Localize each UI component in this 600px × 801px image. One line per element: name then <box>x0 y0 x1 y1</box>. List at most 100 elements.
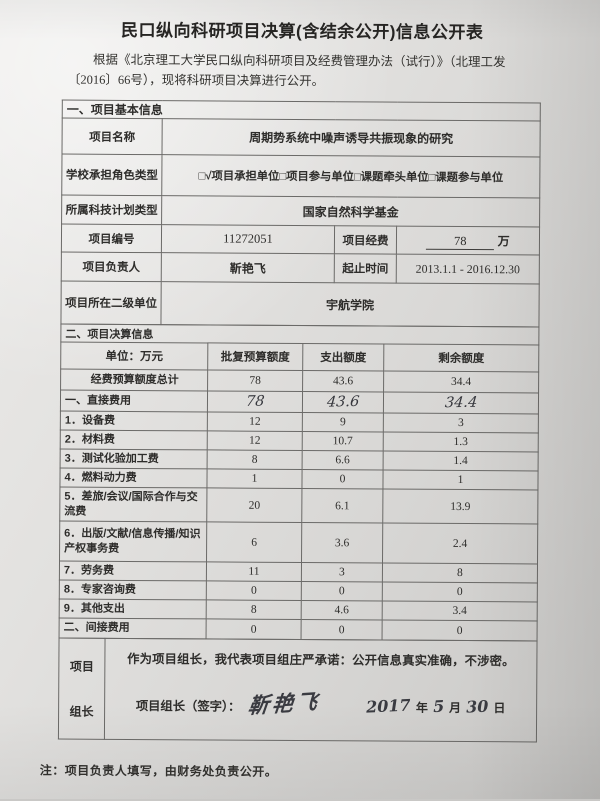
pledge-table: 项目 组长 作为项目组长，我代表项目组庄严承诺：公开信息真实准确，不涉密。 项目… <box>58 638 538 743</box>
handwritten-value: 43.6 <box>326 393 360 411</box>
pledge-row: 项目 组长 作为项目组长，我代表项目组庄严承诺：公开信息真实准确，不涉密。 项目… <box>58 638 538 742</box>
unit-row: 项目所在二级单位 宇航学院 <box>60 281 540 327</box>
project-number-row: 项目编号 11272051 项目经费 78 万 <box>61 224 540 255</box>
plan-type-label: 所属科技计划类型 <box>61 195 162 225</box>
date-day-unit: 日 <box>493 701 506 716</box>
basic-info-section-title: 一、项目基本信息 <box>62 100 541 121</box>
signature-label: 项目组长（签字）： <box>135 699 241 714</box>
handwritten-value: 78 <box>245 393 265 410</box>
row-approved: 1 <box>206 468 303 489</box>
row-label: 9．其他支出 <box>59 599 207 619</box>
row-remaining: 0 <box>382 582 538 602</box>
funds-cell: 78 万 <box>396 226 540 255</box>
row-label: 经费预算额度总计 <box>60 369 208 391</box>
row-spent: 6.1 <box>301 488 383 524</box>
plan-type-value: 国家自然科学基金 <box>161 195 540 227</box>
row-spent: 6.6 <box>302 450 384 471</box>
row-remaining: 3 <box>383 413 539 433</box>
row-spent: 0 <box>301 469 384 490</box>
row-label: 8．专家咨询费 <box>59 580 207 600</box>
row-approved: 11 <box>206 561 302 582</box>
row-remaining: 1.3 <box>383 432 539 452</box>
row-spent: 3.6 <box>301 522 383 564</box>
row-approved: 8 <box>207 449 303 470</box>
row-label: 2．材料费 <box>60 430 208 450</box>
row-remaining: 0 <box>382 620 538 641</box>
date-month: 5 <box>432 696 445 717</box>
project-name-row: 项目名称 周期势系统中噪声诱导共振现象的研究 <box>61 118 541 157</box>
row-approved: 12 <box>207 411 303 432</box>
row-remaining: 3.4 <box>382 601 538 621</box>
handwritten-signature: 靳艳飞 <box>247 688 322 719</box>
row-spent: 0 <box>301 581 383 602</box>
pledge-left-cell: 项目 组长 <box>58 638 106 740</box>
signature-line: 项目组长（签字）： 靳艳飞 2017 年 5 月 30 日 <box>108 687 533 720</box>
row-label: 一、直接费用 <box>60 390 208 412</box>
pledge-right-cell: 作为项目组长，我代表项目组庄严承诺：公开信息真实准确，不涉密。 项目组长（签字）… <box>104 638 538 742</box>
row-approved: 20 <box>206 487 302 523</box>
funds-label: 项目经费 <box>334 225 397 255</box>
budget-col-spent: 支出额度 <box>302 343 384 372</box>
pledge-left-top: 项目 <box>69 659 94 674</box>
intro-paragraph: 根据《北京理工大学民口纵向科研项目及经费管理办法（试行）》（北理工发〔2016〕… <box>67 52 506 89</box>
date-year: 2017 <box>365 695 412 717</box>
leader-row: 项目负责人 靳艳飞 起止时间 2013.1.1 - 2016.12.30 <box>61 252 540 284</box>
funds-unit: 万 <box>497 233 510 248</box>
budget-header-row: 单位：万元 批复预算额度 支出额度 剩余额度 <box>60 342 539 372</box>
role-type-options: □√项目承担单位□项目参与单位□课题牵头单位□课题参与单位 <box>161 154 541 198</box>
table-row: 经费预算额度总计 78 43.6 34.4 <box>60 369 539 393</box>
row-remaining: 8 <box>382 563 538 583</box>
budget-col-remaining: 剩余额度 <box>383 344 539 372</box>
project-number-label: 项目编号 <box>61 224 162 253</box>
basic-info-table: 一、项目基本信息 项目名称 周期势系统中噪声诱导共振现象的研究 学校承担角色类型… <box>60 100 541 328</box>
row-approved: 6 <box>206 521 302 563</box>
handwritten-date: 2017 年 5 月 30 日 <box>364 695 506 717</box>
row-approved: 8 <box>206 599 302 620</box>
budget-col-approved: 批复预算额度 <box>207 342 303 371</box>
unit-value: 宇航学院 <box>160 281 540 327</box>
row-label: 4．燃料动力费 <box>59 468 208 488</box>
row-remaining: 1.4 <box>383 451 539 471</box>
date-month-unit: 月 <box>449 700 462 715</box>
budget-table: 二、项目决算信息 单位：万元 批复预算额度 支出额度 剩余额度 经费预算额度总计… <box>59 324 540 642</box>
row-remaining: 13.9 <box>382 489 538 524</box>
date-day: 30 <box>465 696 489 717</box>
row-approved: 12 <box>207 430 303 451</box>
date-year-unit: 年 <box>415 700 428 715</box>
role-type-label: 学校承担角色类型 <box>61 154 162 196</box>
row-label: 1．设备费 <box>60 411 208 431</box>
funds-value: 78 <box>426 233 495 250</box>
project-number-value: 11272051 <box>161 224 335 254</box>
row-approved: 0 <box>206 580 302 601</box>
leader-label: 项目负责人 <box>61 252 162 282</box>
page-title: 民口纵向科研项目决算(含结余公开)信息公开表 <box>121 20 484 43</box>
row-remaining: 2.4 <box>382 523 538 564</box>
row-label: 二、间接费用 <box>59 618 207 639</box>
footer-note: 注：项目负责人填写，由财务处负责公开。 <box>39 763 278 779</box>
row-label: 7．劳务费 <box>59 561 207 581</box>
row-spent: 10.7 <box>302 431 384 452</box>
row-approved: 0 <box>206 618 302 640</box>
role-type-row: 学校承担角色类型 □√项目承担单位□项目参与单位□课题牵头单位□课题参与单位 <box>61 154 541 198</box>
period-value: 2013.1.1 - 2016.12.30 <box>396 254 540 284</box>
handwritten-value: 34.4 <box>444 394 478 412</box>
row-remaining: 1 <box>382 470 539 490</box>
project-name-label: 项目名称 <box>61 118 163 155</box>
pledge-left-bottom: 组长 <box>69 704 94 719</box>
project-name-value: 周期势系统中噪声诱导共振现象的研究 <box>161 118 541 157</box>
table-row: 6．出版/文献/信息传播/知识产权事务费 6 3.6 2.4 <box>59 521 538 564</box>
row-remaining: 34.4 <box>383 371 539 393</box>
row-label: 3．测试化验加工费 <box>60 449 208 469</box>
row-label: 6．出版/文献/信息传播/知识产权事务费 <box>59 521 207 562</box>
row-spent: 0 <box>301 619 383 641</box>
plan-type-row: 所属科技计划类型 国家自然科学基金 <box>61 195 540 227</box>
row-spent: 3 <box>301 562 383 583</box>
unit-label: 项目所在二级单位 <box>60 281 162 325</box>
budget-col-unit: 单位：万元 <box>60 342 208 370</box>
leader-value: 靳艳飞 <box>161 252 335 283</box>
pledge-statement: 作为项目组长，我代表项目组庄严承诺：公开信息真实准确，不涉密。 <box>127 651 515 669</box>
table-row: 5．差旅/会议/国际合作与交流费 20 6.1 13.9 <box>59 487 538 524</box>
row-spent: 43.6 <box>302 370 384 393</box>
